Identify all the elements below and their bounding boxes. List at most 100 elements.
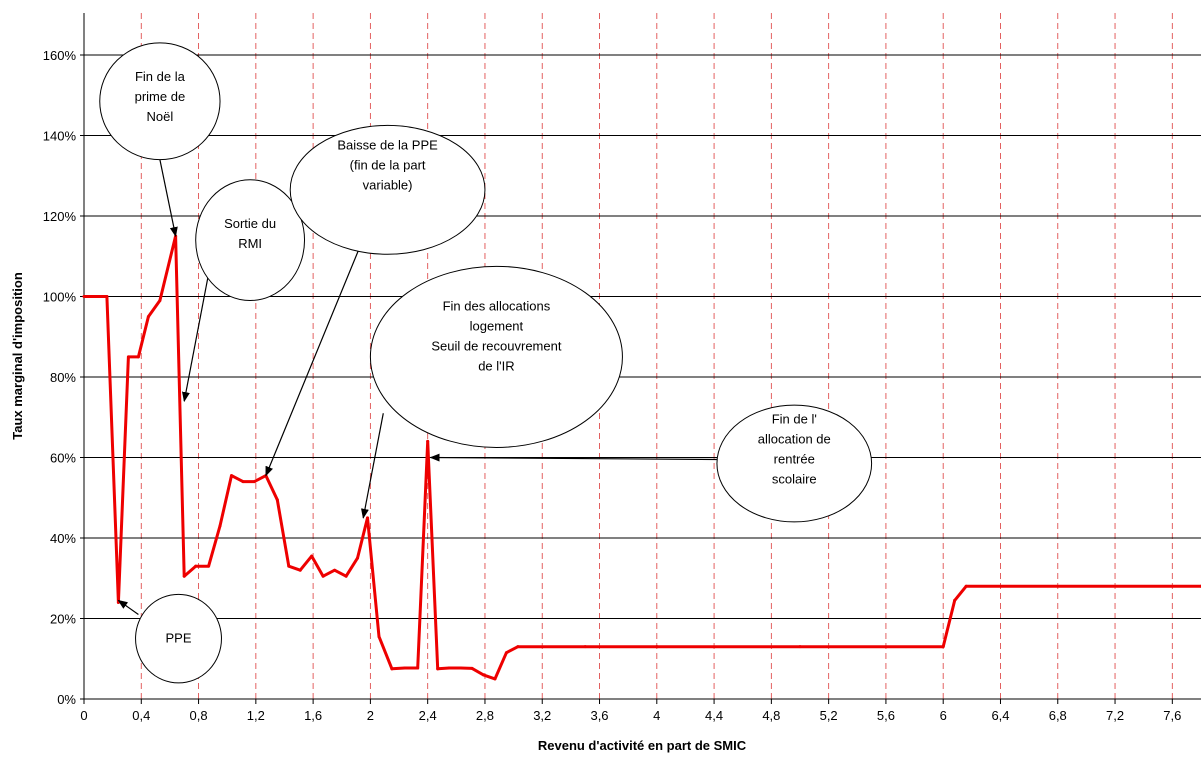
y-tick-label-4: 80% [50,370,76,385]
annotation-text-rmi-1: RMI [238,236,262,251]
annotation-arrow-noel [159,159,178,238]
annotation-text-ppe-0: PPE [166,631,192,646]
data-point-41 [941,645,945,649]
data-point-36 [504,651,508,655]
annotation-text-ppe_part-0: Baisse de la PPE [337,138,438,153]
x-tick-label-12: 4,8 [762,708,780,723]
data-point-29 [426,439,430,443]
data-point-31 [447,666,451,670]
data-point-35 [493,677,497,681]
x-tick-label-18: 7,2 [1106,708,1124,723]
data-point-33 [470,666,474,670]
x-tick-label-11: 4,4 [705,708,723,723]
x-tick-label-3: 1,2 [247,708,265,723]
data-point-32 [459,666,463,670]
annotation-text-ppe_part-1: (fin de la part [350,158,426,173]
data-point-12 [229,474,233,478]
y-tick-label-0: 0% [57,692,76,707]
data-point-25 [377,635,381,639]
x-tick-label-19: 7,6 [1163,708,1181,723]
data-point-26 [390,667,394,671]
data-point-13 [241,480,245,484]
data-point-42 [953,598,957,602]
data-point-8 [182,574,186,578]
data-point-17 [287,564,291,568]
data-point-37 [516,645,520,649]
annotation-bubble-logement [369,265,623,448]
data-point-10 [207,564,211,568]
data-point-22 [344,574,348,578]
annotation-text-rmi-0: Sortie du [224,216,276,231]
x-tick-label-9: 3,6 [590,708,608,723]
y-axis-title: Taux marginal d'imposition [10,272,25,440]
annotation-text-noel-2: Noël [147,109,174,124]
data-point-23 [356,556,360,560]
y-tick-label-3: 60% [50,451,76,466]
annotation-text-ppe_part-2: variable) [363,178,413,193]
annotation-bubble-rentree [716,404,873,523]
data-point-19 [310,554,314,558]
x-tick-label-10: 4 [653,708,660,723]
y-tick-label-8: 160% [43,48,77,63]
data-point-0 [82,295,86,298]
x-tick-label-4: 1,6 [304,708,322,723]
annotation-bubble-ppe_part [289,124,486,255]
x-tick-labels: 0 0,4 0,8 1,2 1,6 2 2,4 2,8 3,2 3,6 4 4,4 4,8 5,2 5,6 6… [80,699,1181,723]
series-layer [82,234,1201,681]
annotation-rentree: Fin de l' allocation de rentrée scolaire [716,404,873,523]
x-tick-label-7: 2,8 [476,708,494,723]
annotation-text-noel-1: prime de [135,89,186,104]
annotation-bubble-noel [99,42,221,161]
annotation-text-noel-0: Fin de la [135,69,186,84]
data-point-1 [105,295,109,298]
x-tick-label-13: 5,2 [820,708,838,723]
annotation-text-logement-2: Seuil de recouvrement [431,339,561,354]
data-point-24 [366,516,370,520]
vertical-gridlines [140,13,1173,699]
data-point-28 [416,666,420,670]
y-tick-label-1: 20% [50,612,76,627]
data-point-30 [436,667,440,671]
data-point-39 [655,645,659,649]
annotation-rmi: Sortie du RMI [195,179,306,302]
annotation-text-rentree-3: scolaire [772,471,817,486]
annotation-logement: Fin des allocations logement Seuil de reco… [369,265,623,448]
data-point-14 [252,480,256,484]
x-tick-label-14: 5,6 [877,708,895,723]
annotation-arrow-rentree [429,453,717,462]
annotations: Fin de la prime de Noël Sortie du RMI Baisse … [99,42,873,684]
annotation-text-rentree-2: rentrée [774,451,815,466]
y-tick-label-7: 140% [43,129,77,144]
data-point-9 [194,564,198,568]
annotation-arrow-logement [361,413,384,519]
annotation-ppe_part: Baisse de la PPE (fin de la part variable) [289,124,486,255]
data-point-43 [964,584,968,588]
data-point-5 [146,315,150,319]
x-tick-label-0: 0 [80,708,87,723]
data-point-40 [798,645,802,649]
data-point-11 [218,524,222,528]
x-tick-label-2: 0,8 [190,708,208,723]
annotation-arrow-ppe_part [265,241,363,477]
data-point-27 [403,666,407,670]
x-tick-label-6: 2,4 [419,708,437,723]
annotation-text-logement-1: logement [470,319,524,334]
annotation-ppe: PPE [135,593,222,684]
data-point-16 [275,498,279,502]
annotation-arrow-ppe [117,599,139,615]
data-point-3 [126,355,130,359]
y-tick-label-5: 100% [43,290,77,305]
annotation-arrow-rmi [182,266,211,403]
annotation-text-logement-3: de l'IR [478,359,514,374]
data-point-20 [321,574,325,578]
y-tick-label-6: 120% [43,209,77,224]
plot-area [84,13,1201,699]
annotation-bubble-ppe [135,593,222,684]
annotation-bubble-rmi [195,179,306,302]
x-tick-label-15: 6 [940,708,947,723]
data-point-21 [333,568,337,572]
annotation-text-logement-0: Fin des allocations [443,299,551,314]
x-tick-label-17: 6,8 [1049,708,1067,723]
data-point-34 [482,673,486,677]
